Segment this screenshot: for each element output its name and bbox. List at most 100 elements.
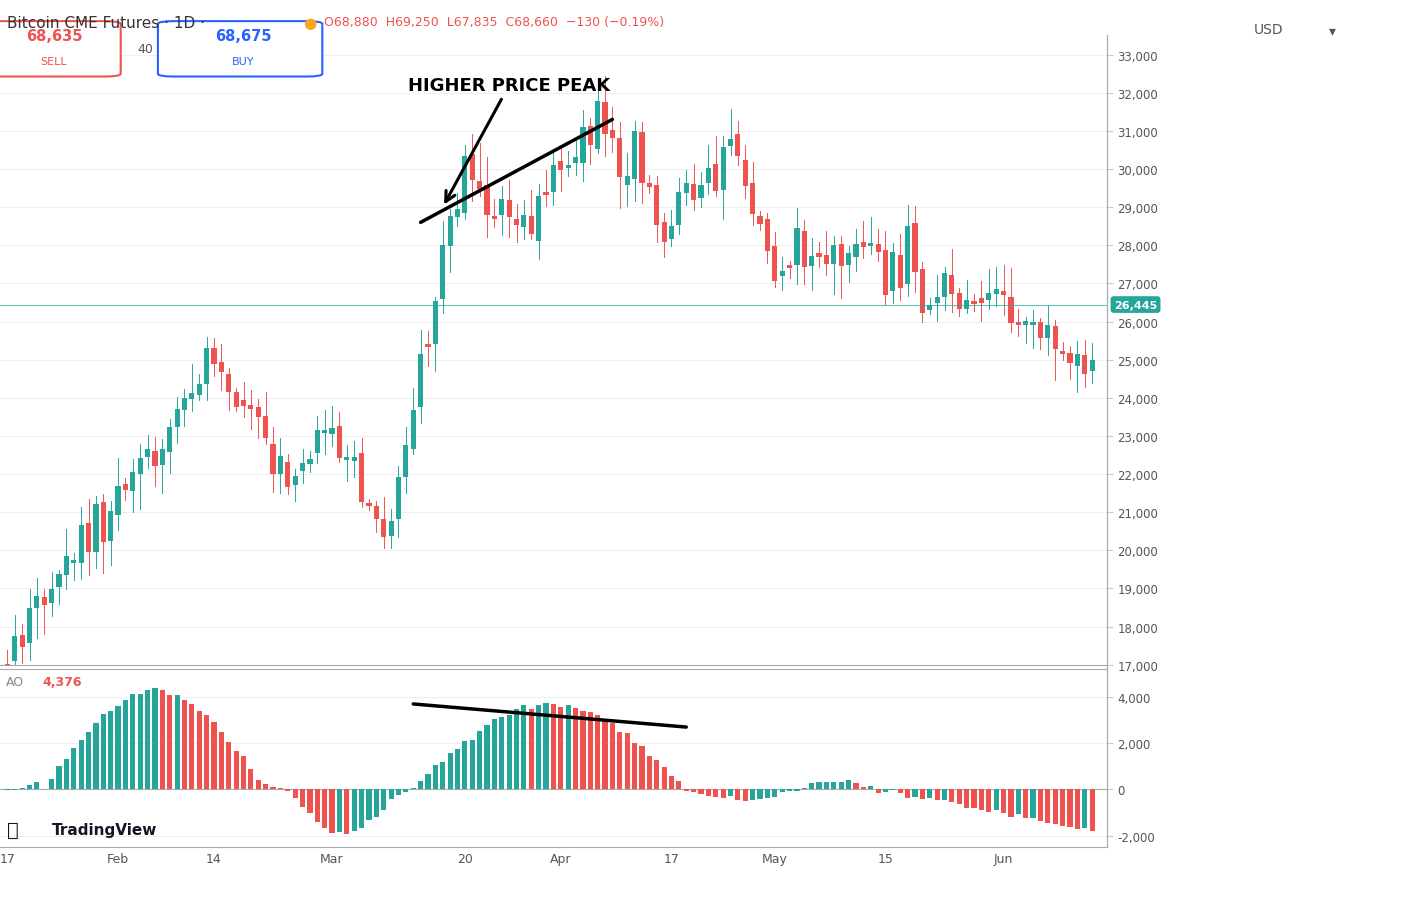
Bar xyxy=(743,160,747,187)
Bar xyxy=(780,272,785,276)
Bar xyxy=(565,166,571,169)
Bar xyxy=(698,186,704,200)
Bar xyxy=(63,759,69,790)
Bar xyxy=(426,774,430,790)
Bar xyxy=(1090,790,1094,831)
Bar xyxy=(447,752,453,790)
FancyBboxPatch shape xyxy=(0,22,121,77)
Text: 40: 40 xyxy=(138,43,154,56)
Bar xyxy=(809,783,814,790)
Bar xyxy=(883,251,888,296)
Bar xyxy=(632,131,637,179)
Bar xyxy=(529,217,534,235)
Bar xyxy=(706,169,711,183)
Bar xyxy=(440,246,446,300)
Bar xyxy=(522,215,526,228)
Bar xyxy=(93,723,99,790)
Bar xyxy=(572,708,578,790)
Text: O68,880  H69,250  L67,835  C68,660  −130 (−0.19%): O68,880 H69,250 L67,835 C68,660 −130 (−0… xyxy=(324,15,664,28)
Bar xyxy=(204,349,209,384)
Bar xyxy=(1074,790,1080,830)
Bar xyxy=(691,184,697,200)
Bar xyxy=(72,749,76,790)
Bar xyxy=(285,790,290,791)
Text: 26,445: 26,445 xyxy=(1114,301,1158,311)
Bar xyxy=(905,790,911,798)
Bar xyxy=(212,348,217,365)
Bar xyxy=(396,790,400,794)
Text: BUY: BUY xyxy=(233,56,254,67)
Bar xyxy=(330,790,334,833)
Bar xyxy=(56,575,62,588)
Bar xyxy=(470,740,475,790)
Bar xyxy=(116,486,121,516)
Bar xyxy=(152,688,158,790)
Text: 4,376: 4,376 xyxy=(42,675,82,688)
Bar xyxy=(536,197,541,241)
Bar xyxy=(248,769,254,790)
Bar xyxy=(360,790,364,828)
Bar xyxy=(876,790,881,793)
Bar xyxy=(344,790,350,834)
Bar xyxy=(248,405,254,409)
Bar xyxy=(241,401,247,406)
Bar xyxy=(684,790,689,791)
Bar xyxy=(986,790,991,813)
Bar xyxy=(602,722,608,790)
Bar xyxy=(757,790,763,800)
Bar xyxy=(344,457,350,461)
Bar xyxy=(462,157,468,214)
Bar xyxy=(1067,353,1073,363)
Text: 68,635: 68,635 xyxy=(25,29,82,45)
Bar xyxy=(455,210,460,218)
Bar xyxy=(773,247,777,281)
Bar xyxy=(337,426,343,458)
Bar xyxy=(175,695,179,790)
Bar xyxy=(381,519,386,537)
Bar xyxy=(433,302,439,345)
Bar xyxy=(846,781,852,790)
Bar xyxy=(632,743,637,790)
Bar xyxy=(381,790,386,810)
Bar xyxy=(602,103,608,135)
Bar xyxy=(684,183,689,194)
Bar xyxy=(661,767,667,790)
Bar xyxy=(389,521,393,537)
Bar xyxy=(802,231,807,268)
Bar xyxy=(647,756,651,790)
Bar xyxy=(79,741,83,790)
Bar xyxy=(625,733,630,790)
Bar xyxy=(374,790,379,817)
Bar xyxy=(668,776,674,790)
Bar xyxy=(1090,361,1094,371)
Bar xyxy=(957,293,962,310)
Bar xyxy=(27,784,32,790)
Bar xyxy=(152,452,158,466)
Bar xyxy=(1060,352,1065,354)
Bar xyxy=(994,290,998,295)
Bar xyxy=(367,790,371,820)
Text: ●: ● xyxy=(303,15,316,30)
Bar xyxy=(182,398,188,411)
Bar xyxy=(138,694,142,790)
Bar xyxy=(477,732,482,790)
Bar xyxy=(721,790,726,799)
Bar xyxy=(20,635,25,647)
Bar xyxy=(736,790,740,800)
Bar xyxy=(499,200,505,216)
Bar xyxy=(485,186,489,216)
Bar xyxy=(853,783,859,790)
Bar xyxy=(226,374,231,393)
Bar xyxy=(794,790,799,791)
Bar xyxy=(905,227,911,284)
Bar xyxy=(226,742,231,790)
Bar xyxy=(839,245,843,267)
Bar xyxy=(816,254,822,258)
Bar xyxy=(367,503,371,506)
Bar xyxy=(20,788,25,790)
Bar xyxy=(558,707,564,790)
Bar xyxy=(515,709,519,790)
Bar xyxy=(979,299,984,303)
Bar xyxy=(816,782,822,790)
Bar xyxy=(403,790,409,793)
